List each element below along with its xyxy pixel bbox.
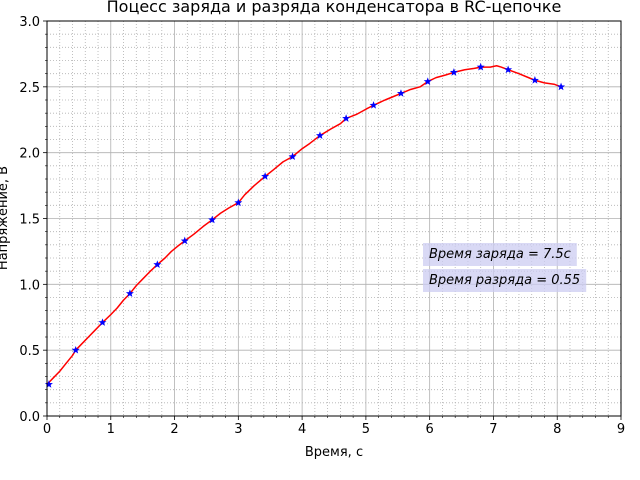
data-point-marker bbox=[423, 77, 432, 85]
x-tick-label: 5 bbox=[362, 422, 370, 437]
data-point-marker bbox=[557, 82, 566, 91]
x-tick-label: 6 bbox=[426, 422, 434, 437]
series-layer bbox=[44, 62, 566, 388]
y-axis-label: Напряжение, В bbox=[0, 166, 11, 270]
y-tick-label: 2.0 bbox=[19, 147, 40, 162]
data-point-marker bbox=[476, 62, 485, 71]
annotations: Время заряда = 7.5с Время разряда = 0.55 bbox=[423, 243, 587, 292]
data-point-marker bbox=[396, 89, 405, 97]
annotation-box-charge bbox=[423, 243, 577, 266]
data-point-marker bbox=[44, 380, 53, 388]
data-point-marker bbox=[504, 65, 513, 74]
x-tick-label: 9 bbox=[617, 422, 625, 437]
data-point-marker bbox=[315, 131, 324, 139]
data-point-marker bbox=[234, 198, 243, 207]
data-point-marker bbox=[153, 260, 162, 268]
y-tick-label: 0.0 bbox=[19, 410, 40, 425]
data-point-marker bbox=[98, 318, 107, 326]
data-point-marker bbox=[342, 114, 351, 122]
annotation-charge-time: Время заряда = 7.5с bbox=[429, 247, 571, 262]
x-tick-label: 2 bbox=[170, 422, 178, 437]
y-tick-label: 0.5 bbox=[19, 344, 40, 359]
x-tick-label: 3 bbox=[234, 422, 242, 437]
series-line bbox=[46, 65, 562, 385]
data-point-marker bbox=[449, 68, 458, 76]
annotation-box-discharge bbox=[423, 269, 587, 292]
data-point-marker bbox=[261, 172, 270, 180]
y-tick-label: 1.5 bbox=[19, 213, 40, 228]
x-tick-label: 1 bbox=[107, 422, 115, 437]
x-tick-label: 8 bbox=[553, 422, 561, 437]
data-point-marker bbox=[208, 215, 217, 224]
y-tick-label: 3.0 bbox=[19, 15, 40, 30]
x-axis-label: Время, с bbox=[305, 445, 363, 460]
data-point-marker bbox=[180, 236, 189, 245]
y-tick-label: 1.0 bbox=[19, 278, 40, 293]
data-point-marker bbox=[125, 289, 134, 297]
data-point-marker bbox=[530, 76, 539, 84]
x-tick-label: 7 bbox=[489, 422, 497, 437]
x-tick-label: 4 bbox=[298, 422, 306, 437]
annotation-discharge-time: Время разряда = 0.55 bbox=[429, 273, 580, 288]
x-tick-label: 0 bbox=[43, 422, 51, 437]
data-point-marker bbox=[288, 152, 297, 161]
data-point-marker bbox=[369, 101, 378, 109]
y-tick-label: 2.5 bbox=[19, 81, 40, 96]
axis-ticks: 0 1 2 3 4 5 6 7 8 9 0.0 0.5 1.0 1.5 2.0 2.5 3.0 bbox=[19, 15, 625, 437]
chart-title: Поцесс заряда и разряда конденсатора в R… bbox=[107, 0, 562, 16]
data-point-marker bbox=[71, 345, 80, 354]
